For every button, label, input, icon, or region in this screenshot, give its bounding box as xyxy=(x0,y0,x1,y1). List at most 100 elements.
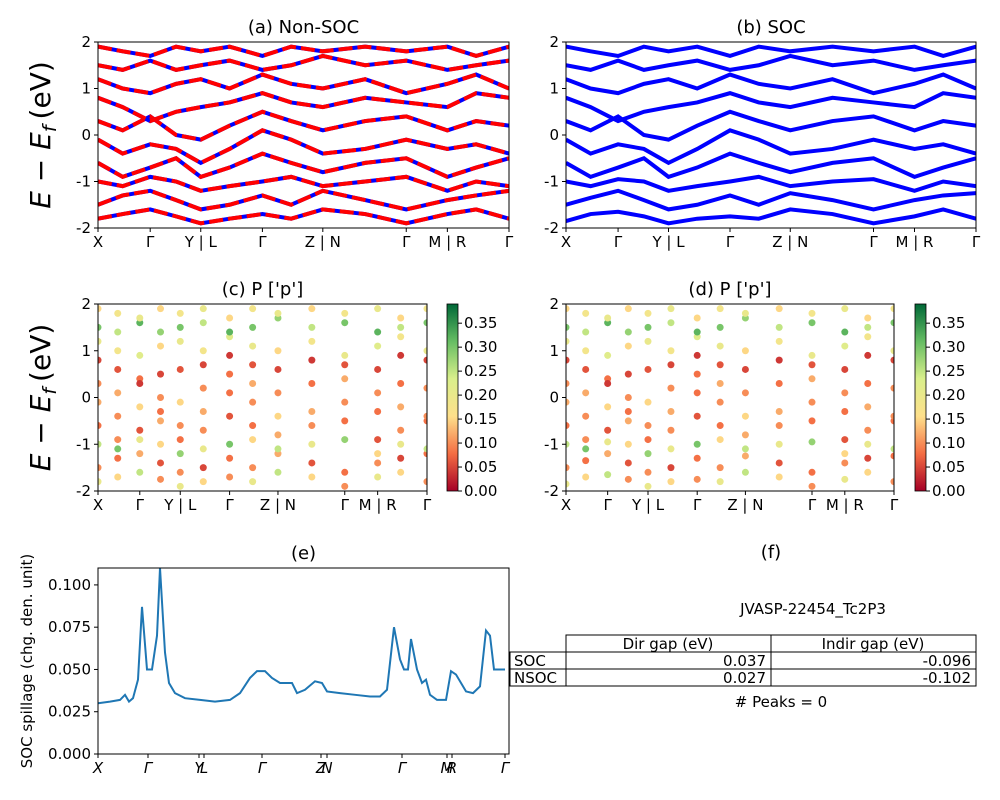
series-line-dash xyxy=(98,174,509,193)
point xyxy=(667,305,675,313)
x-tick-label: X xyxy=(561,233,571,251)
point xyxy=(176,323,184,331)
point xyxy=(890,305,894,313)
colorbar xyxy=(446,303,459,492)
point xyxy=(624,417,632,425)
series-line-dash xyxy=(98,207,509,226)
point xyxy=(604,438,612,446)
point xyxy=(644,422,652,430)
axes-frame xyxy=(565,41,977,229)
point xyxy=(624,370,632,378)
table-cell: -0.096 xyxy=(923,652,971,670)
point xyxy=(582,309,590,317)
point xyxy=(157,459,165,467)
point xyxy=(624,305,632,313)
point xyxy=(308,379,316,387)
point xyxy=(199,478,207,486)
point xyxy=(644,309,652,317)
point xyxy=(841,389,849,397)
series-line xyxy=(98,568,505,705)
series-line xyxy=(566,91,976,124)
plot-area xyxy=(566,305,894,490)
point xyxy=(775,408,783,416)
colorbar-tick-label: 0.20 xyxy=(464,386,497,404)
point xyxy=(397,454,405,462)
point xyxy=(374,389,382,397)
x-tick-label: L xyxy=(200,759,208,777)
point xyxy=(693,328,701,336)
point xyxy=(374,473,382,481)
colorbar-tick-label: 0.10 xyxy=(932,434,965,452)
colorbar-tick-label: 0.35 xyxy=(932,314,965,332)
point xyxy=(157,475,165,483)
point xyxy=(864,323,872,331)
point xyxy=(374,459,382,467)
point xyxy=(397,468,405,476)
y-axis-label-sub: f xyxy=(39,385,61,395)
y-tick-label: 0 xyxy=(549,126,559,144)
point xyxy=(741,468,749,476)
table-row-label: NSOC xyxy=(514,669,557,687)
point xyxy=(176,468,184,476)
point xyxy=(864,351,872,359)
point xyxy=(249,422,257,430)
plot-area xyxy=(98,44,509,226)
point xyxy=(397,351,405,359)
point xyxy=(566,464,570,472)
point xyxy=(226,328,234,336)
point xyxy=(374,365,382,373)
point xyxy=(226,440,234,448)
point xyxy=(274,347,282,355)
table-caption: JVASP-22454_Tc2P3 xyxy=(739,600,886,619)
point xyxy=(741,445,749,453)
y-tick-label: 2 xyxy=(549,33,559,51)
point xyxy=(397,426,405,434)
point xyxy=(136,403,144,411)
point xyxy=(808,351,816,359)
point xyxy=(274,389,282,397)
panel-title: (a) Non-SOC xyxy=(248,17,359,38)
point xyxy=(582,347,590,355)
point xyxy=(249,305,257,313)
point xyxy=(716,379,724,387)
point xyxy=(841,408,849,416)
point xyxy=(341,436,349,444)
point xyxy=(864,426,872,434)
point xyxy=(841,459,849,467)
point xyxy=(199,305,207,313)
point xyxy=(98,464,102,472)
x-tick-label: Γ xyxy=(501,759,511,777)
point xyxy=(423,319,427,327)
colorbar xyxy=(914,303,927,492)
point xyxy=(841,436,849,444)
point xyxy=(604,314,612,322)
point xyxy=(808,482,816,490)
point xyxy=(841,328,849,336)
point xyxy=(308,323,316,331)
point xyxy=(136,314,144,322)
point xyxy=(157,440,165,448)
point xyxy=(176,337,184,345)
x-tick-label: X xyxy=(92,759,104,777)
x-tick-label: Γ xyxy=(972,233,981,251)
point xyxy=(114,328,122,336)
point xyxy=(114,473,122,481)
point xyxy=(274,431,282,439)
x-tick-label: Y xyxy=(194,759,205,777)
point xyxy=(199,384,207,392)
point xyxy=(397,323,405,331)
y-tick-label: 1 xyxy=(549,342,559,360)
x-tick-label: Z | N xyxy=(260,496,296,514)
point xyxy=(374,328,382,336)
y-axis-label-sub: f xyxy=(39,122,61,132)
colorbar-tick-label: 0.00 xyxy=(464,482,497,500)
point xyxy=(136,468,144,476)
x-tick-label: Γ xyxy=(808,496,817,514)
point xyxy=(199,445,207,453)
point xyxy=(604,403,612,411)
x-tick-label: Γ xyxy=(341,496,350,514)
point xyxy=(341,309,349,317)
point xyxy=(423,384,427,392)
point xyxy=(775,422,783,430)
point xyxy=(114,412,122,420)
